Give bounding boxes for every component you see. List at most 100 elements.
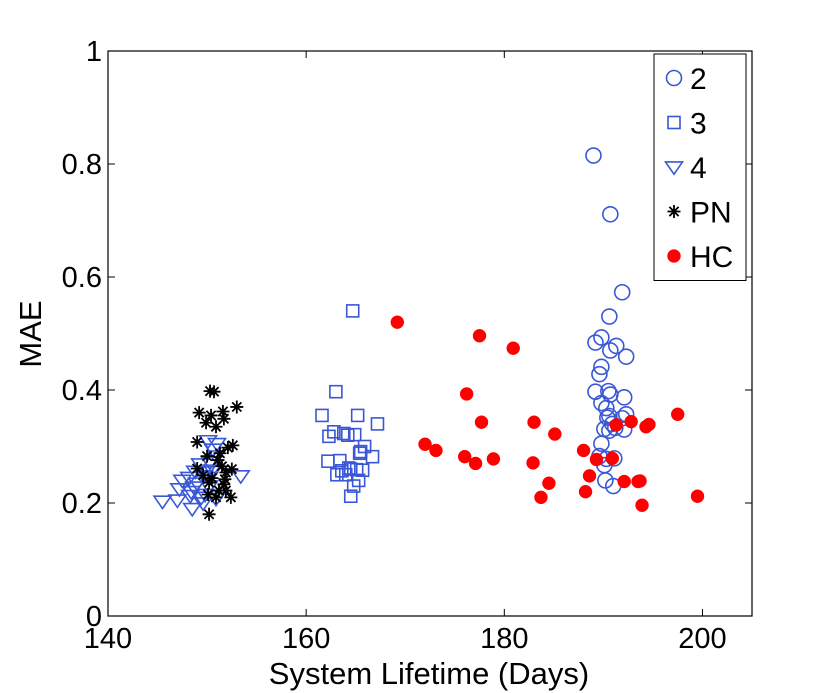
legend-label: 2 bbox=[690, 63, 707, 96]
data-point bbox=[180, 489, 201, 505]
data-point bbox=[215, 459, 229, 473]
data-point bbox=[486, 452, 501, 466]
data-point bbox=[468, 456, 483, 471]
y-tick-label: 0.6 bbox=[62, 262, 102, 294]
data-point bbox=[639, 419, 653, 434]
data-point bbox=[190, 462, 204, 476]
data-point bbox=[217, 477, 231, 491]
data-point bbox=[591, 365, 608, 383]
data-point bbox=[607, 337, 625, 355]
data-point bbox=[534, 490, 548, 505]
data-point bbox=[190, 435, 204, 449]
data-point bbox=[526, 456, 540, 470]
data-point bbox=[211, 453, 225, 467]
data-point bbox=[457, 449, 472, 464]
data-point bbox=[352, 446, 367, 461]
data-point bbox=[315, 408, 329, 423]
data-point bbox=[330, 467, 344, 482]
plot-frame bbox=[107, 50, 753, 617]
data-point bbox=[589, 452, 604, 467]
legend-marker bbox=[665, 69, 683, 87]
data-point bbox=[219, 465, 233, 479]
data-point bbox=[617, 474, 631, 489]
data-point bbox=[226, 438, 240, 452]
data-point bbox=[585, 147, 602, 164]
data-points bbox=[152, 147, 705, 521]
x-tick-label: 180 bbox=[480, 623, 528, 655]
data-point bbox=[329, 384, 343, 399]
data-point bbox=[613, 283, 631, 301]
legend-label: 3 bbox=[690, 108, 707, 141]
data-point bbox=[152, 495, 173, 510]
data-point bbox=[207, 385, 221, 399]
data-point bbox=[624, 414, 638, 429]
data-point bbox=[670, 407, 685, 422]
data-point bbox=[340, 428, 355, 443]
data-point bbox=[202, 507, 216, 521]
x-tick-label: 140 bbox=[84, 623, 132, 655]
data-point bbox=[690, 489, 705, 503]
y-tick-label: 0.2 bbox=[62, 488, 102, 520]
data-point bbox=[631, 474, 645, 489]
legend-marker bbox=[667, 115, 681, 130]
data-point bbox=[506, 341, 520, 355]
data-point bbox=[615, 389, 633, 406]
data-point bbox=[230, 469, 251, 485]
data-point bbox=[322, 429, 336, 444]
data-point bbox=[587, 334, 604, 351]
data-point bbox=[335, 463, 349, 478]
data-point bbox=[617, 348, 635, 365]
data-point bbox=[598, 399, 615, 417]
data-point bbox=[472, 329, 487, 343]
y-axis-label: MAE bbox=[13, 300, 48, 367]
data-point bbox=[218, 472, 232, 486]
series-hc bbox=[390, 315, 705, 513]
y-tick-label: 0 bbox=[86, 601, 102, 633]
data-point bbox=[209, 490, 223, 504]
y-tick-label: 0.4 bbox=[62, 375, 102, 407]
data-point bbox=[390, 315, 405, 329]
data-point bbox=[474, 415, 489, 429]
legend-marker bbox=[667, 249, 681, 263]
data-point bbox=[542, 476, 556, 490]
legend: 2 3 4 PN HC bbox=[653, 53, 747, 281]
data-point bbox=[212, 484, 226, 498]
data-point bbox=[602, 205, 619, 223]
data-point bbox=[343, 489, 358, 504]
data-point bbox=[204, 408, 218, 422]
data-point bbox=[593, 358, 610, 376]
x-tick-label: 200 bbox=[678, 623, 726, 655]
data-point bbox=[365, 449, 380, 464]
data-point bbox=[213, 446, 227, 460]
data-point bbox=[224, 490, 238, 504]
data-point bbox=[327, 425, 341, 439]
data-point bbox=[217, 412, 231, 426]
data-point bbox=[370, 417, 385, 431]
data-point bbox=[337, 426, 351, 441]
data-point bbox=[593, 435, 610, 452]
series-pn bbox=[190, 384, 244, 521]
data-point bbox=[593, 329, 610, 346]
data-point bbox=[338, 467, 353, 482]
data-point bbox=[209, 420, 223, 434]
legend-marker bbox=[667, 205, 681, 218]
legend-label: 4 bbox=[690, 152, 707, 185]
data-point bbox=[225, 462, 239, 476]
data-point bbox=[345, 304, 360, 318]
data-point bbox=[459, 387, 474, 401]
y-tick-label: 0.8 bbox=[62, 149, 102, 181]
data-point bbox=[196, 468, 210, 482]
data-point bbox=[192, 406, 206, 420]
data-point bbox=[609, 418, 624, 432]
data-point bbox=[346, 479, 361, 493]
data-point bbox=[582, 469, 597, 483]
data-point bbox=[429, 443, 443, 458]
x-tick-label: 160 bbox=[282, 623, 330, 655]
data-point bbox=[200, 449, 214, 463]
legend-marker bbox=[663, 161, 685, 176]
data-point bbox=[601, 308, 618, 325]
data-point bbox=[199, 416, 213, 430]
data-point bbox=[355, 463, 370, 478]
series-2 bbox=[585, 147, 635, 495]
data-point bbox=[350, 408, 365, 423]
